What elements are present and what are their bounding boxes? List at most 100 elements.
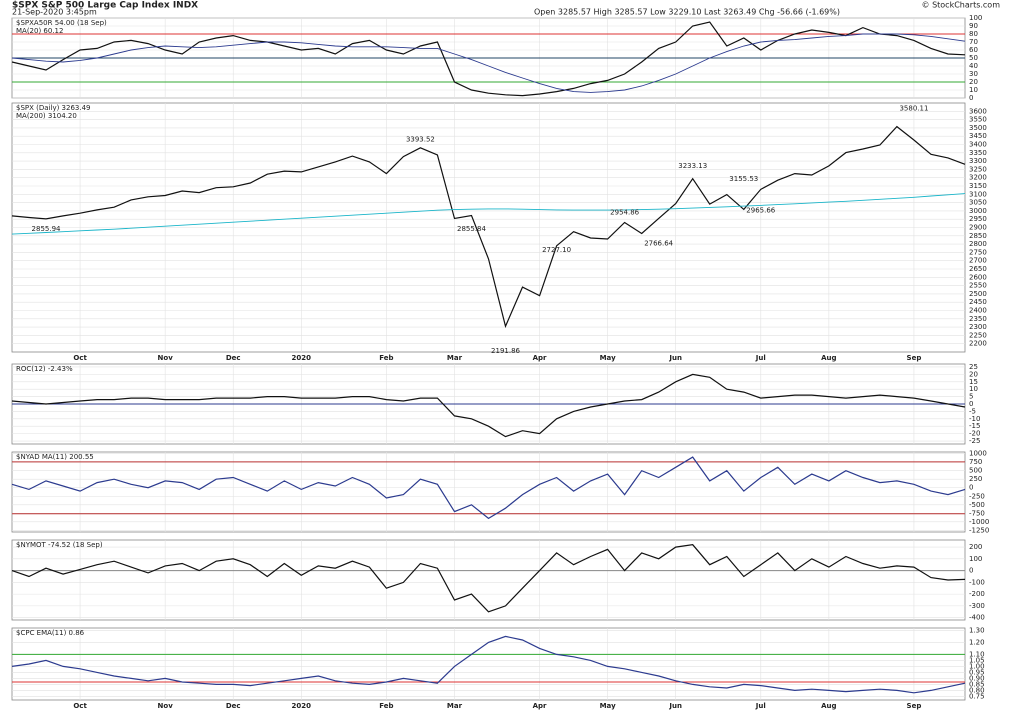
y-tick-label: -500: [969, 501, 985, 509]
y-tick-label: 0.80: [969, 686, 985, 694]
y-tick-label: 2800: [969, 240, 987, 248]
y-tick-label: 2300: [969, 323, 987, 331]
y-tick-label: 2400: [969, 307, 987, 315]
legend-entry: ROC(12) -2.43%: [16, 365, 73, 373]
x-tick-label: Mar: [447, 354, 463, 362]
y-tick-label: 50: [969, 54, 978, 62]
price-annotation: 2954.86: [610, 208, 639, 216]
y-tick-label: 20: [969, 78, 978, 86]
y-tick-label: 2500: [969, 290, 987, 298]
x-tick-label: Sep: [907, 354, 922, 362]
panel-frame: [11, 451, 966, 533]
price-annotation: 2855.84: [457, 225, 486, 233]
y-tick-label: 100: [969, 14, 982, 22]
price-annotation: 3233.13: [678, 162, 707, 170]
x-tick-label: Aug: [821, 354, 836, 362]
legend-entry: MA(20) 60.12: [16, 27, 63, 35]
panel-frame: [11, 539, 966, 621]
y-tick-label: 90: [969, 22, 978, 30]
y-tick-label: 0: [969, 484, 973, 492]
y-tick-label: 25: [969, 363, 978, 371]
x-tick-label: May: [600, 702, 616, 710]
chart-title: $SPX S&P 500 Large Cap Index INDX: [12, 1, 198, 11]
x-tick-label: Nov: [158, 354, 174, 362]
y-tick-label: 2200: [969, 340, 987, 348]
price-annotation: 2855.94: [32, 225, 61, 233]
y-tick-label: 40: [969, 62, 978, 70]
y-tick-label: 200: [969, 543, 982, 551]
x-tick-label: Sep: [907, 702, 922, 710]
y-tick-label: -20: [969, 430, 980, 438]
legend-entry: $NYAD MA(11) 200.55: [16, 453, 94, 461]
x-tick-label: Dec: [226, 354, 241, 362]
series-line: [11, 125, 966, 329]
y-tick-label: -400: [969, 614, 985, 622]
price-annotation: 2766.64: [644, 240, 673, 248]
y-tick-label: 1.05: [969, 656, 985, 664]
legend-entry: $SPX (Daily) 3263.49: [16, 104, 90, 112]
y-tick-label: 15: [969, 378, 978, 386]
y-tick-label: 2350: [969, 315, 987, 323]
y-tick-label: -1250: [969, 526, 989, 534]
chart-subtitle: 21-Sep-2020 3:45pm: [12, 8, 97, 17]
x-tick-label: Mar: [447, 702, 463, 710]
y-tick-label: -15: [969, 422, 980, 430]
y-tick-label: 0: [969, 400, 973, 408]
y-tick-label: 3000: [969, 207, 987, 215]
y-tick-label: 2700: [969, 257, 987, 265]
series-line: [11, 456, 966, 520]
quote: Open 3285.57 High 3285.57 Low 3229.10 La…: [534, 8, 840, 17]
y-tick-label: 3400: [969, 141, 987, 149]
price-annotation: 2727.10: [542, 246, 571, 254]
price-annotation: 2965.66: [746, 207, 775, 215]
y-tick-label: 70: [969, 38, 978, 46]
series-line: [11, 21, 966, 97]
x-tick-label: Apr: [533, 702, 547, 710]
y-tick-label: -1000: [969, 518, 989, 526]
x-tick-label: Jun: [668, 702, 682, 710]
y-tick-label: 2650: [969, 265, 987, 273]
y-tick-label: 0.95: [969, 668, 985, 676]
y-tick-label: 2950: [969, 215, 987, 223]
y-tick-label: 3200: [969, 174, 987, 182]
y-tick-label: -5: [969, 407, 976, 415]
series-line: [11, 635, 966, 694]
y-tick-label: 3300: [969, 157, 987, 165]
x-tick-label: 2020: [292, 354, 312, 362]
y-tick-label: 2450: [969, 298, 987, 306]
y-tick-label: 500: [969, 467, 982, 475]
y-tick-label: -300: [969, 602, 985, 610]
x-tick-label: Aug: [821, 702, 836, 710]
y-tick-label: 10: [969, 86, 978, 94]
y-tick-label: 2750: [969, 248, 987, 256]
y-tick-label: 100: [969, 555, 982, 563]
x-tick-label: Oct: [73, 702, 87, 710]
y-tick-label: 3600: [969, 107, 987, 115]
y-tick-label: 750: [969, 458, 982, 466]
y-tick-label: 0.90: [969, 674, 985, 682]
y-tick-label: 2850: [969, 232, 987, 240]
y-tick-label: 3150: [969, 182, 987, 190]
y-tick-label: 30: [969, 70, 978, 78]
y-tick-label: 5: [969, 393, 973, 401]
price-annotation: 2191.86: [491, 347, 520, 355]
y-tick-label: 2600: [969, 273, 987, 281]
x-tick-label: May: [600, 354, 616, 362]
y-tick-label: 3350: [969, 149, 987, 157]
x-tick-label: Feb: [379, 354, 393, 362]
y-tick-label: 0.85: [969, 680, 985, 688]
y-tick-label: 10: [969, 385, 978, 393]
y-tick-label: 60: [969, 46, 978, 54]
panel-frame: [11, 627, 966, 701]
y-tick-label: 1.00: [969, 662, 985, 670]
x-tick-label: Dec: [226, 702, 241, 710]
price-annotation: 3155.53: [729, 175, 758, 183]
y-tick-label: 3050: [969, 199, 987, 207]
x-tick-label: Jul: [755, 702, 766, 710]
y-tick-label: -25: [969, 437, 980, 445]
series-line: [11, 33, 966, 93]
y-tick-label: 0.75: [969, 692, 985, 700]
y-tick-label: -200: [969, 590, 985, 598]
y-tick-label: 1000: [969, 450, 987, 458]
y-tick-label: 80: [969, 30, 978, 38]
